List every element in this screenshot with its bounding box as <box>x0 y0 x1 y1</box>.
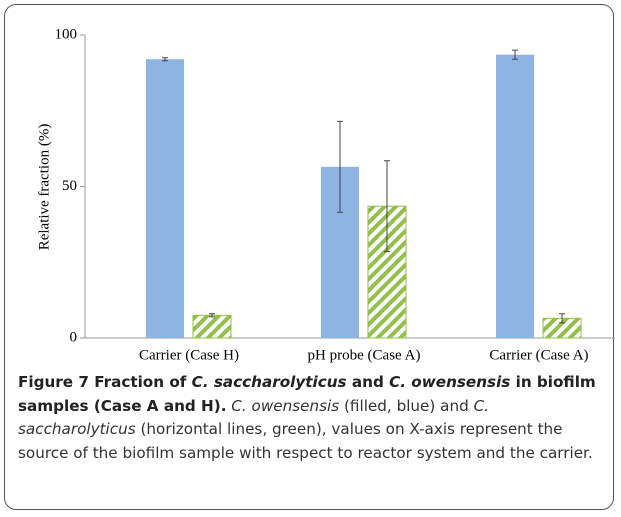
caption-text: Figure 7 Fraction of <box>18 373 192 391</box>
caption-text: C. owensensis <box>231 396 340 415</box>
y-tick-label: 100 <box>55 26 78 42</box>
y-axis-label: Relative fraction (%) <box>36 124 52 251</box>
caption-title: Figure 7 Fraction of C. saccharolyticus … <box>18 373 596 415</box>
x-tick-label: pH probe (Case A) <box>308 347 421 363</box>
error-bar <box>162 57 168 62</box>
error-bar <box>512 49 518 60</box>
caption-text: and <box>346 373 390 391</box>
y-tick-label: 0 <box>70 329 78 345</box>
caption-text: C. owensensis <box>389 373 511 391</box>
x-tick-label: Carrier (Case A) <box>489 347 588 363</box>
error-bar <box>337 120 343 213</box>
error-bar <box>384 160 390 253</box>
bar <box>192 314 232 339</box>
caption-text: C. saccharolyticus <box>18 396 489 439</box>
bar <box>146 59 184 339</box>
x-tick-label: Carrier (Case H) <box>139 347 239 363</box>
caption-text: in biofilm samples (Case A and H). <box>18 373 596 415</box>
caption: Figure 7 Fraction of C. saccharolyticus … <box>18 371 608 465</box>
error-bar <box>209 313 215 318</box>
y-tick-label: 50 <box>62 178 77 194</box>
bar <box>496 54 534 338</box>
caption-text: (filled, blue) and <box>339 396 474 415</box>
caption-text: C. saccharolyticus <box>191 373 347 391</box>
caption-text: (horizontal lines, green), values on X-a… <box>18 420 593 462</box>
chart: Relative fraction (%) 0 50 100 Carrier (Cas… <box>36 26 615 363</box>
figure-frame <box>4 4 614 510</box>
error-bar <box>559 313 565 324</box>
